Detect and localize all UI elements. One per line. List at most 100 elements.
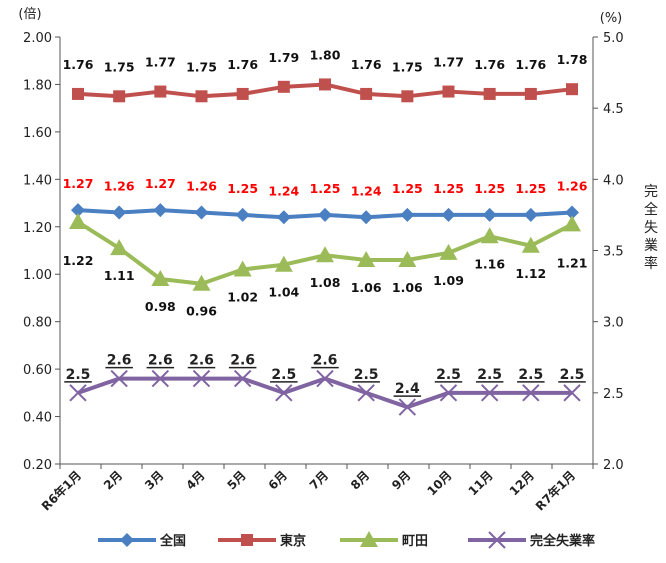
legend-marker bbox=[488, 531, 506, 549]
data-point-marker bbox=[523, 207, 538, 222]
data-point-marker bbox=[276, 210, 291, 225]
legend-marker bbox=[360, 531, 378, 547]
data-label: 1.75 bbox=[392, 59, 423, 74]
x-tick-label: R7年1月 bbox=[532, 468, 578, 514]
data-point-marker bbox=[441, 207, 456, 222]
data-label: 1.09 bbox=[433, 273, 464, 288]
data-label: 1.76 bbox=[515, 57, 546, 72]
data-point-marker bbox=[357, 250, 376, 267]
data-label: 2.5 bbox=[354, 367, 379, 383]
data-label: 2.6 bbox=[313, 353, 338, 369]
data-label: 1.22 bbox=[63, 253, 94, 268]
x-tick-label: 5月 bbox=[224, 468, 248, 492]
data-point-marker bbox=[233, 369, 252, 388]
legend-label: 完全失業率 bbox=[530, 533, 595, 549]
x-tick-label: 12月 bbox=[507, 468, 537, 498]
y-left-tick-label: 1.00 bbox=[23, 268, 52, 283]
data-label: 1.12 bbox=[515, 266, 546, 281]
data-point-marker bbox=[360, 87, 373, 100]
legend-label: 全国 bbox=[159, 533, 186, 549]
data-point-marker bbox=[400, 207, 415, 222]
data-point-marker bbox=[522, 384, 540, 402]
series-line-完全失業率 bbox=[77, 376, 572, 410]
data-point-marker bbox=[192, 369, 211, 388]
data-point-marker bbox=[236, 87, 249, 100]
y-left-tick-label: 0.60 bbox=[23, 363, 52, 378]
data-label: 1.25 bbox=[227, 181, 258, 196]
data-label: 1.16 bbox=[474, 256, 505, 271]
y-left-tick-label: 0.80 bbox=[23, 316, 52, 331]
y-right-axis-label-char: 率 bbox=[644, 255, 658, 272]
legend-marker bbox=[120, 533, 134, 547]
data-point-marker bbox=[194, 205, 209, 220]
y-right-tick-label: 4.0 bbox=[603, 173, 624, 188]
data-label: 2.5 bbox=[271, 367, 296, 383]
x-tick-label: 6月 bbox=[266, 468, 290, 492]
data-label: 1.25 bbox=[474, 181, 505, 196]
data-point-marker bbox=[442, 85, 455, 98]
y-right-unit: (%) bbox=[600, 11, 623, 26]
y-left-tick-label: 2.00 bbox=[23, 31, 52, 46]
y-right-tick-label: 4.5 bbox=[603, 102, 624, 117]
y-left-tick-label: 0.40 bbox=[23, 411, 52, 426]
data-point-marker bbox=[275, 384, 293, 402]
y-right-tick-label: 5.0 bbox=[603, 31, 624, 46]
data-label: 1.25 bbox=[515, 181, 546, 196]
y-right-axis-label-char: 完 bbox=[644, 184, 658, 200]
data-label: 1.75 bbox=[186, 59, 217, 74]
x-tick-label: 3月 bbox=[142, 468, 166, 492]
y-right-tick-label: 3.0 bbox=[603, 316, 624, 331]
data-label: 1.04 bbox=[268, 285, 299, 300]
data-label: 1.27 bbox=[63, 176, 94, 191]
data-point-marker bbox=[563, 215, 581, 232]
y-left-unit: (倍) bbox=[18, 7, 41, 22]
data-label: 1.11 bbox=[104, 268, 135, 283]
data-point-marker bbox=[521, 236, 540, 253]
data-label: 2.6 bbox=[230, 353, 255, 369]
data-label: 1.76 bbox=[474, 57, 505, 72]
x-tick-label: 8月 bbox=[348, 468, 372, 492]
data-label: 2.6 bbox=[107, 353, 132, 369]
x-tick-label: 4月 bbox=[183, 468, 207, 492]
data-point-marker bbox=[113, 90, 126, 103]
data-point-marker bbox=[483, 87, 496, 100]
data-point-marker bbox=[151, 269, 170, 286]
data-point-marker bbox=[274, 255, 293, 272]
y-left-tick-label: 1.60 bbox=[23, 126, 52, 141]
data-point-marker bbox=[277, 80, 290, 93]
data-label: 1.76 bbox=[63, 57, 94, 72]
data-point-marker bbox=[110, 239, 129, 256]
data-point-marker bbox=[565, 205, 579, 220]
data-label: 1.76 bbox=[351, 57, 382, 72]
data-point-marker bbox=[318, 207, 332, 222]
data-label: 2.5 bbox=[66, 367, 91, 383]
data-label: 2.6 bbox=[189, 353, 214, 369]
data-point-marker bbox=[524, 87, 537, 100]
data-point-marker bbox=[439, 243, 458, 260]
x-tick-label: 2月 bbox=[101, 468, 125, 492]
legend-label: 東京 bbox=[280, 533, 306, 549]
x-tick-label: 9月 bbox=[389, 468, 413, 492]
data-label: 2.6 bbox=[148, 353, 173, 369]
y-left-tick-label: 1.40 bbox=[23, 173, 52, 188]
y-left-tick-label: 0.20 bbox=[23, 458, 52, 473]
data-point-marker bbox=[69, 384, 87, 402]
data-point-marker bbox=[192, 274, 211, 291]
y-right-axis-label-char: 失 bbox=[644, 220, 658, 236]
y-right-axis-label-char: 全 bbox=[644, 201, 658, 218]
data-label: 2.5 bbox=[518, 367, 543, 383]
data-label: 1.27 bbox=[145, 176, 176, 191]
data-label: 1.77 bbox=[145, 55, 176, 70]
data-label: 1.24 bbox=[351, 183, 382, 198]
data-label: 1.26 bbox=[186, 179, 217, 194]
data-label: 2.5 bbox=[477, 367, 502, 383]
data-point-marker bbox=[195, 90, 208, 103]
data-label: 1.21 bbox=[557, 255, 588, 270]
data-point-marker bbox=[563, 384, 581, 402]
x-tick-label: R6年1月 bbox=[38, 468, 84, 514]
legend-marker bbox=[241, 534, 253, 546]
data-label: 2.5 bbox=[436, 367, 461, 383]
data-point-marker bbox=[357, 384, 375, 402]
